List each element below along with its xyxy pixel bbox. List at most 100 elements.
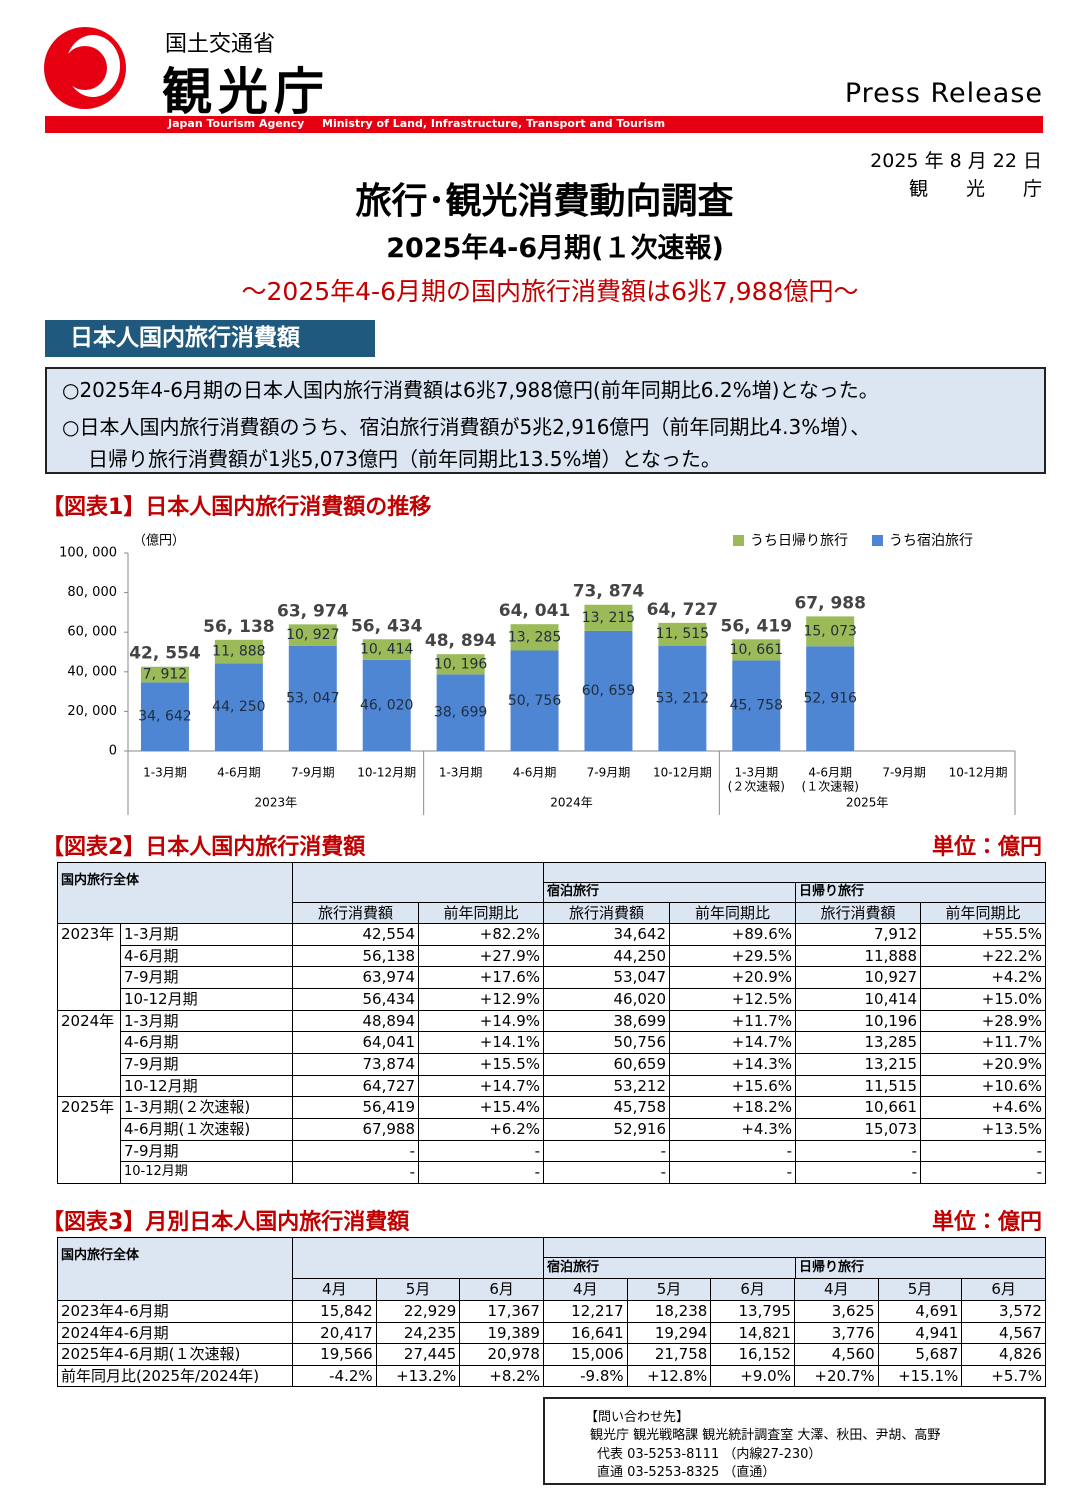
table-cell: 16,152 xyxy=(710,1343,795,1366)
y-tick-label: 100, 000 xyxy=(59,546,117,561)
value-label: 15, 073 xyxy=(803,623,856,639)
table-cell: 19,389 xyxy=(459,1321,544,1344)
table-cell: 21,758 xyxy=(626,1343,712,1366)
y-tick-label: 60, 000 xyxy=(67,625,117,640)
summary-line: ○2025年4-6月期の日本人国内旅行消費額は6兆7,988億円(前年同期比6.… xyxy=(62,378,879,402)
table-cell: - xyxy=(543,1161,670,1184)
table-title: 【図表2】日本人国内旅行消費額 xyxy=(42,835,366,860)
header-bar xyxy=(45,116,1043,133)
table-cell: +29.5% xyxy=(669,944,796,968)
value-label: 46, 020 xyxy=(360,697,413,713)
table-header xyxy=(292,1237,544,1279)
table-cell: 3,572 xyxy=(961,1300,1046,1323)
group-label: 2025年 xyxy=(846,796,889,810)
table-cell: 73,874 xyxy=(292,1053,419,1076)
legend-label: うち日帰り旅行 xyxy=(750,532,848,549)
row-header: 2025年4-6月期(１次速報) xyxy=(57,1343,293,1366)
table-cell: 16,641 xyxy=(543,1321,628,1344)
table-cell: 38,699 xyxy=(543,1009,670,1033)
table-cell: 67,988 xyxy=(292,1118,419,1141)
table-cell: +14.3% xyxy=(669,1053,796,1076)
group-label: 2023年 xyxy=(255,796,298,810)
x-tick-label: 1-3月期 xyxy=(734,766,778,780)
table-cell: 4,826 xyxy=(961,1343,1046,1366)
table-cell: 64,727 xyxy=(292,1074,419,1098)
chart-title: 【図表1】日本人国内旅行消費額の推移 xyxy=(42,495,432,520)
table-cell: 3,625 xyxy=(794,1300,879,1323)
row-group: 2024年 xyxy=(57,1009,121,1098)
x-tick-label: 10-12月期 xyxy=(357,766,416,780)
table-cell: 24,235 xyxy=(375,1321,461,1344)
table-cell: +20.9% xyxy=(669,966,796,989)
legend-swatch xyxy=(872,535,883,546)
x-tick-label: 4-6月期 xyxy=(808,766,852,780)
table-cell: - xyxy=(920,1161,1046,1184)
column-header: 旅行消費額 xyxy=(292,902,419,924)
table-cell: 19,294 xyxy=(626,1321,712,1344)
table-cell: - xyxy=(795,1161,921,1184)
contact-line: 代表 03-5253-8111 （内線27-230） xyxy=(597,1447,822,1462)
bar-segment xyxy=(140,666,189,683)
table-cell: +18.2% xyxy=(669,1096,796,1119)
table-cell: 56,434 xyxy=(292,988,419,1011)
table-header xyxy=(543,1237,1046,1258)
subtitle: 2025年4-6月期(１次速報) xyxy=(386,233,724,264)
table-cell: +55.5% xyxy=(920,923,1046,946)
table-cell: - xyxy=(920,1139,1046,1163)
row-header: 4-6月期 xyxy=(120,1031,293,1054)
table-group: 宿泊旅行 xyxy=(543,882,796,903)
row-header: 1-3月期(２次速報) xyxy=(120,1096,293,1119)
table-cell: 10,661 xyxy=(795,1096,921,1119)
bar-segment xyxy=(806,616,855,647)
table-cell: +5.7% xyxy=(961,1364,1046,1387)
value-label: 10, 196 xyxy=(434,656,488,672)
table-unit: 単位：億円 xyxy=(931,835,1042,860)
table-cell: +10.6% xyxy=(920,1074,1046,1098)
table-cell: +13.5% xyxy=(920,1118,1046,1141)
row-header: 7-9月期 xyxy=(120,1139,293,1163)
table-cell: +11.7% xyxy=(669,1009,796,1033)
bar-segment xyxy=(732,639,781,661)
table-cell: - xyxy=(543,1139,670,1163)
table-cell: +15.1% xyxy=(877,1364,963,1387)
table-group: 日帰り旅行 xyxy=(795,882,1046,903)
bar-segment xyxy=(140,682,189,751)
table-unit: 単位：億円 xyxy=(931,1210,1042,1235)
table-cell: +28.9% xyxy=(920,1009,1046,1033)
contact-box xyxy=(543,1397,1046,1485)
x-tick-label: 4-6月期 xyxy=(513,766,557,780)
agency-en: Japan Tourism Agency xyxy=(168,117,305,130)
table-cell: 15,006 xyxy=(543,1343,628,1366)
table-cell: 53,212 xyxy=(543,1074,670,1098)
bar-segment xyxy=(510,624,559,651)
value-label: 13, 285 xyxy=(508,629,561,645)
bar-segment xyxy=(658,622,707,646)
value-label: 44, 250 xyxy=(212,699,265,715)
bar-segment xyxy=(288,645,337,751)
value-label: 34, 642 xyxy=(138,709,191,725)
table-cell: +14.7% xyxy=(418,1074,544,1098)
row-group: 2023年 xyxy=(57,923,121,1011)
y-tick-label: 80, 000 xyxy=(67,585,117,600)
table-cell: +20.7% xyxy=(794,1364,879,1387)
row-group: 2025年 xyxy=(57,1096,121,1184)
column-header: 旅行消費額 xyxy=(543,902,670,924)
value-label: 7, 912 xyxy=(143,667,188,683)
table-cell: 56,138 xyxy=(292,944,419,968)
table-cell: 5,687 xyxy=(877,1343,963,1366)
table-cell: 63,974 xyxy=(292,966,419,989)
bar-segment xyxy=(436,654,485,675)
table-cell: 15,842 xyxy=(292,1300,377,1323)
legend-swatch xyxy=(733,535,744,546)
bar-segment xyxy=(806,646,855,751)
y-tick-label: 40, 000 xyxy=(67,664,117,679)
table-cell: -9.8% xyxy=(543,1364,628,1387)
table-cell: 10,927 xyxy=(795,966,921,989)
chart: （億円） 0 20, 000 40, 000 60, 000 80, 000 100, 0… xyxy=(59,532,1016,815)
total-label: 64, 727 xyxy=(647,600,719,620)
table-cell: 3,776 xyxy=(794,1321,879,1344)
title: 旅行･観光消費動向調査 xyxy=(355,181,734,222)
table-cell: 15,073 xyxy=(795,1118,921,1141)
column-header: 4月 xyxy=(794,1278,879,1301)
row-header: 10-12月期 xyxy=(120,1074,293,1098)
